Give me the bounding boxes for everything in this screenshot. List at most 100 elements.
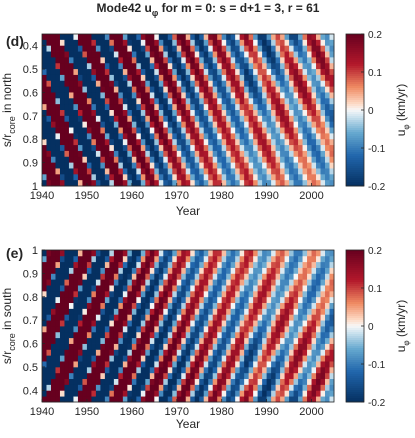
heatmap-cell (221, 355, 227, 362)
heatmap-cell (172, 273, 178, 280)
heatmap-cell (307, 92, 312, 99)
heatmap-cell (203, 69, 209, 76)
heatmap-cell (176, 145, 182, 152)
heatmap-cell (289, 45, 294, 52)
heatmap-cell (208, 92, 214, 99)
heatmap-cell (212, 69, 218, 76)
heatmap-cell (289, 104, 294, 111)
heatmap-cell (77, 162, 83, 169)
heatmap-cell (275, 51, 281, 58)
heatmap-cell (311, 331, 317, 339)
heatmap-cell (109, 384, 115, 391)
heatmap-cell (181, 57, 187, 64)
heatmap-cell (284, 150, 290, 158)
heatmap-cell (140, 133, 146, 140)
heatmap-cell (73, 378, 79, 385)
heatmap-cell (257, 57, 263, 64)
heatmap-cell (311, 69, 317, 76)
panel-label: (d) (6, 33, 24, 49)
heatmap-cell (46, 261, 52, 268)
heatmap-cell (221, 349, 227, 356)
heatmap-cell (257, 162, 263, 169)
heatmap-cell (104, 355, 110, 362)
heatmap-cell (230, 261, 236, 268)
heatmap-cell (113, 133, 119, 140)
heatmap-cell (280, 86, 285, 93)
heatmap-cell (127, 80, 133, 88)
heatmap-cell (104, 285, 110, 292)
heatmap-cell (244, 396, 250, 403)
heatmap-cell (316, 110, 321, 117)
heatmap-cell (109, 104, 115, 111)
heatmap-cell (154, 302, 160, 309)
heatmap-cell (217, 86, 223, 93)
heatmap-cell (257, 150, 263, 158)
heatmap-cell (185, 150, 191, 158)
heatmap-cell (212, 279, 218, 286)
colorbar-segment (346, 334, 364, 337)
heatmap-cell (46, 250, 52, 257)
heatmap-cell (59, 267, 65, 274)
heatmap-cell (64, 98, 70, 105)
heatmap-cell (325, 162, 330, 169)
y-tick-label: 0.7 (23, 315, 38, 327)
heatmap-cell (50, 74, 56, 82)
heatmap-cell (302, 285, 308, 292)
heatmap-cell (257, 86, 263, 93)
heatmap-cell (42, 92, 47, 99)
heatmap-cell (163, 326, 169, 333)
heatmap-cell (320, 326, 326, 333)
heatmap-cell (86, 57, 92, 64)
heatmap-cell (311, 296, 317, 304)
heatmap-cell (302, 104, 308, 111)
colorbar-segment (346, 44, 364, 47)
heatmap-cell (131, 279, 137, 286)
heatmap-cell (122, 308, 128, 315)
heatmap-cell (50, 115, 56, 123)
heatmap-cell (172, 63, 178, 70)
heatmap-cell (158, 290, 164, 298)
heatmap-cell (230, 110, 236, 117)
heatmap-cell (284, 57, 290, 64)
heatmap-cell (244, 390, 250, 397)
heatmap-cell (163, 80, 169, 88)
heatmap-cell (109, 290, 115, 298)
heatmap-cell (185, 86, 191, 93)
heatmap-cell (127, 302, 133, 309)
heatmap-cell (226, 57, 232, 64)
heatmap-cell (307, 366, 312, 374)
colorbar-segment (346, 84, 364, 87)
heatmap-cell (73, 69, 79, 76)
heatmap-cell (149, 139, 155, 146)
heatmap-cell (230, 39, 236, 47)
heatmap-cell (181, 150, 187, 158)
heatmap-cell (311, 320, 317, 327)
heatmap-cell (113, 156, 119, 164)
heatmap-cell (226, 156, 232, 164)
heatmap-cell (95, 86, 101, 93)
heatmap-cell (320, 139, 326, 146)
heatmap-cell (154, 314, 160, 321)
heatmap-cell (307, 51, 312, 58)
heatmap-cell (212, 74, 218, 82)
heatmap-cell (154, 250, 160, 257)
heatmap-cell (289, 279, 294, 286)
heatmap-cell (50, 285, 56, 292)
heatmap-cell (172, 396, 178, 403)
heatmap-cell (208, 390, 214, 397)
heatmap-cell (284, 361, 290, 368)
heatmap-cell (329, 320, 335, 327)
heatmap-cell (239, 63, 245, 70)
heatmap-cell (122, 250, 128, 257)
heatmap-cell (298, 331, 303, 339)
heatmap-cell (203, 145, 209, 152)
heatmap-cell (293, 273, 299, 280)
heatmap-cell (131, 250, 137, 257)
heatmap-cell (118, 121, 124, 128)
heatmap-cell (86, 34, 92, 41)
heatmap-cell (253, 331, 259, 339)
heatmap-cell (73, 285, 79, 292)
x-tick-label: 1990 (254, 190, 278, 202)
heatmap-cell (127, 39, 133, 47)
heatmap-cell (82, 302, 88, 309)
